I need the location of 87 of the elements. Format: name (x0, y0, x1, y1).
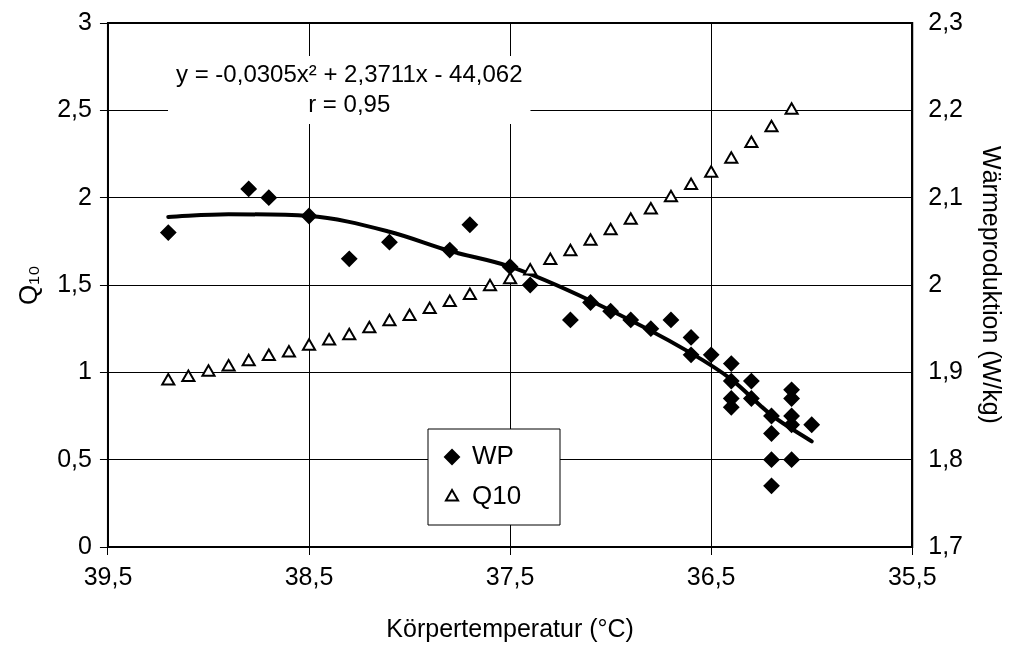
point (503, 271, 518, 285)
point (241, 353, 256, 367)
point (743, 390, 760, 407)
point (301, 208, 318, 225)
point (341, 250, 358, 267)
point (763, 425, 780, 442)
point (422, 301, 437, 314)
point (662, 311, 679, 328)
point (763, 477, 780, 494)
y2-tick-label: 1,9 (928, 356, 964, 385)
point (683, 329, 700, 346)
x-tick-label: 38,5 (284, 561, 334, 590)
x-tick-label: 39,5 (83, 561, 133, 590)
point (622, 311, 639, 328)
point (261, 348, 276, 362)
x-axis-title: Körpertemperatur (°C) (386, 613, 634, 642)
point (260, 189, 277, 206)
point (582, 294, 599, 311)
point (402, 308, 417, 321)
point (663, 189, 679, 203)
y2-tick-label: 1,8 (928, 443, 964, 472)
point (160, 224, 177, 241)
point (461, 216, 478, 233)
x-tick-label: 35,5 (887, 561, 937, 590)
point (442, 294, 457, 307)
annotation: y = -0,0305x² + 2,3711x - 44,062 (176, 59, 523, 87)
point (623, 212, 638, 225)
point (240, 180, 257, 197)
x-tick-label: 37,5 (485, 561, 535, 590)
point (482, 278, 498, 292)
y2-tick-label: 2,2 (928, 94, 964, 123)
point (201, 364, 216, 377)
annotation: r = 0,95 (308, 89, 391, 117)
y-tick-label: 0,5 (57, 443, 92, 472)
point (462, 287, 477, 300)
point (784, 102, 799, 115)
point (763, 408, 780, 424)
point (221, 359, 236, 372)
y2-tick-label: 2 (928, 268, 943, 297)
point (704, 165, 719, 178)
legend-label: WP (472, 440, 514, 471)
y-tick-label: 1,5 (57, 268, 92, 297)
point (743, 373, 760, 390)
point (723, 355, 740, 372)
point (703, 346, 720, 363)
y-tick-label: 3 (78, 6, 92, 35)
point (322, 332, 337, 346)
point (684, 177, 699, 190)
point (643, 201, 658, 215)
point (523, 263, 538, 276)
legend-label: Q10 (472, 480, 522, 511)
point (301, 338, 317, 351)
point (441, 242, 458, 259)
y2-tick-label: 2,1 (928, 181, 964, 210)
point (362, 320, 377, 334)
point (602, 303, 619, 320)
point (562, 311, 579, 328)
point (381, 234, 398, 251)
point (642, 320, 659, 337)
x-tick-label: 36,5 (686, 561, 736, 590)
y-tick-label: 2,5 (57, 94, 92, 123)
point (683, 346, 700, 363)
point (724, 151, 739, 164)
point (543, 252, 558, 266)
point (783, 451, 800, 468)
y-tick-label: 0 (78, 530, 92, 559)
point (502, 258, 519, 275)
point (803, 416, 820, 433)
y2-tick-label: 1,7 (928, 530, 964, 559)
point (522, 277, 539, 293)
point (603, 222, 618, 236)
point (382, 313, 397, 327)
point (763, 451, 780, 468)
y2-tick-label: 2,3 (928, 6, 964, 35)
y-tick-label: 2 (78, 181, 92, 210)
point (744, 135, 759, 149)
point (764, 119, 779, 133)
y2-axis-title: Wärmeproduktion (W/kg) (978, 146, 1007, 424)
point (583, 233, 598, 246)
point (281, 345, 296, 358)
point (723, 373, 740, 390)
y-axis-title: Q₁₀ (12, 265, 43, 305)
point (161, 373, 176, 386)
point (181, 369, 196, 383)
y-tick-label: 1 (78, 356, 92, 385)
point (342, 327, 357, 341)
point (563, 243, 578, 257)
